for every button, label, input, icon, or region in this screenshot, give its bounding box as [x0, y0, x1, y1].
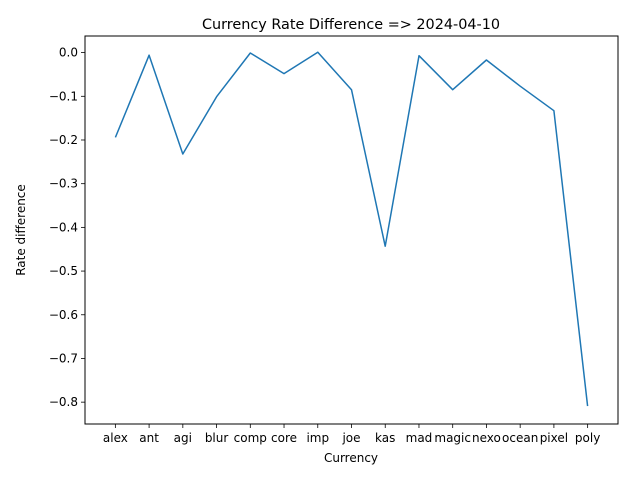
- x-tick-label: core: [271, 431, 297, 445]
- x-tick-label: poly: [575, 431, 600, 445]
- x-tick-label: pixel: [540, 431, 568, 445]
- y-tick-label: −0.5: [49, 264, 78, 278]
- chart-title: Currency Rate Difference => 2024-04-10: [202, 17, 500, 33]
- x-tick-label: comp: [234, 431, 267, 445]
- x-tick-label: ant: [139, 431, 159, 445]
- y-tick-label: −0.1: [49, 89, 78, 103]
- x-tick-label: mad: [406, 431, 433, 445]
- plot-area: [84, 35, 619, 425]
- y-tick-label: −0.7: [49, 351, 78, 365]
- x-tick-label: agi: [174, 431, 192, 445]
- x-tick-label: joe: [341, 431, 360, 445]
- x-tick-label: magic: [434, 431, 471, 445]
- x-axis-label: Currency: [324, 451, 378, 465]
- y-tick-label: −0.2: [49, 133, 78, 147]
- y-tick-label: 0.0: [59, 46, 78, 60]
- y-tick-label: −0.8: [49, 395, 78, 409]
- x-tick-label: blur: [205, 431, 229, 445]
- y-axis-label: Rate difference: [14, 184, 28, 276]
- x-tick-label: kas: [375, 431, 395, 445]
- y-tick-label: −0.6: [49, 308, 78, 322]
- x-axis: alex ant agi blur comp core imp joe kas mad magic n…: [103, 424, 600, 445]
- series-line: [114, 51, 589, 407]
- y-tick-label: −0.4: [49, 220, 78, 234]
- x-tick-label: ocean: [502, 431, 538, 445]
- x-tick-label: alex: [103, 431, 128, 445]
- x-tick-label: nexo: [472, 431, 501, 445]
- y-axis: 0.0 −0.1 −0.2 −0.3 −0.4 −0.5 −0.6 −0.7 −0.8: [49, 46, 85, 409]
- y-tick-label: −0.3: [49, 177, 78, 191]
- x-tick-label: imp: [306, 431, 329, 445]
